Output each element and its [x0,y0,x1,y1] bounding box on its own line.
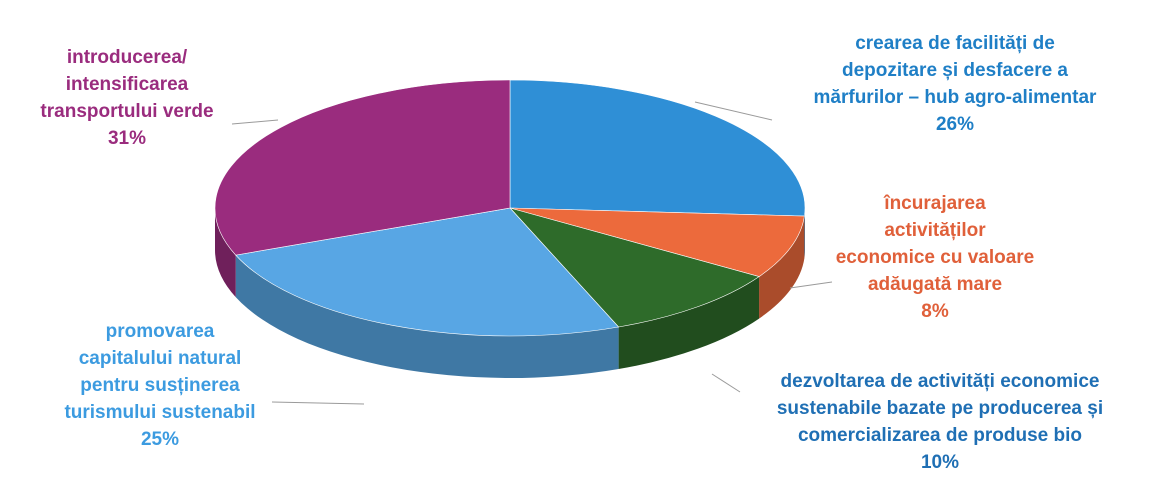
pie-slice-hub-agro-alimentar [509,79,806,217]
slice-label-line: dezvoltarea de activități economice [780,371,1100,392]
pie-slice-produse-bio [509,207,760,328]
slice-label-line: economice cu valoare [835,247,1035,268]
pie-slice-side-valoare-adaugata [759,216,805,319]
slice-label-line: transportului verde [40,101,214,122]
leader-line-transport-verde [231,119,279,125]
pie-slice-valoare-adaugata [509,207,805,277]
slice-label-turism-sustenabil: promovarea capitalului natural pentru susț… [40,318,280,453]
slice-label-line: intensificarea [65,74,189,95]
slice-label-line: introducerea/ [66,47,188,68]
slice-label-line: depozitare și desfacere a [842,60,1068,81]
leader-line-valoare-adaugata [789,281,833,289]
slice-label-line: comercializarea de produse bio [797,425,1083,446]
pie-slice-side-produse-bio [618,276,760,370]
slice-label-hub-agro-alimentar: crearea de facilități de depozitare și de… [760,30,1150,138]
slice-label-line: încurajarea [884,193,986,214]
slice-percent-label: 10% [920,452,960,473]
slice-label-valoare-adaugata: încurajarea activităților economice cu val… [830,190,1040,325]
slice-label-line: capitalului natural [78,348,242,369]
slice-percent-label: 8% [921,301,949,322]
slice-label-line: adăugată mare [867,274,1003,295]
pie-slice-turism-sustenabil [235,207,620,337]
slice-label-line: turismului sustenabil [64,402,256,423]
pie-slice-side-transport-verde [215,208,236,298]
slice-label-line: sustenabile bazate pe producerea și [776,398,1104,419]
slice-label-line: promovarea [105,321,215,342]
slice-label-line: crearea de facilități de [855,33,1055,54]
slice-label-line: mărfurilor – hub agro-alimentar [813,87,1097,108]
slice-label-produse-bio: dezvoltarea de activități economice suste… [730,368,1150,476]
leader-line-turism-sustenabil [271,401,365,405]
pie-slice-side-hub-agro-alimentar [804,208,805,259]
pie-slice-transport-verde [214,79,511,256]
slice-label-line: pentru susținerea [80,375,240,396]
slice-label-transport-verde: introducerea/intensificarea transportului… [2,44,252,152]
slice-label-line: activităților [884,220,986,241]
pie-slice-side-turism-sustenabil [235,255,619,378]
leader-line-produse-bio [711,373,741,393]
slice-percent-label: 31% [107,128,147,149]
leader-line-hub-agro-alimentar [694,101,773,121]
slice-percent-label: 25% [140,429,180,450]
slice-percent-label: 26% [935,114,975,135]
